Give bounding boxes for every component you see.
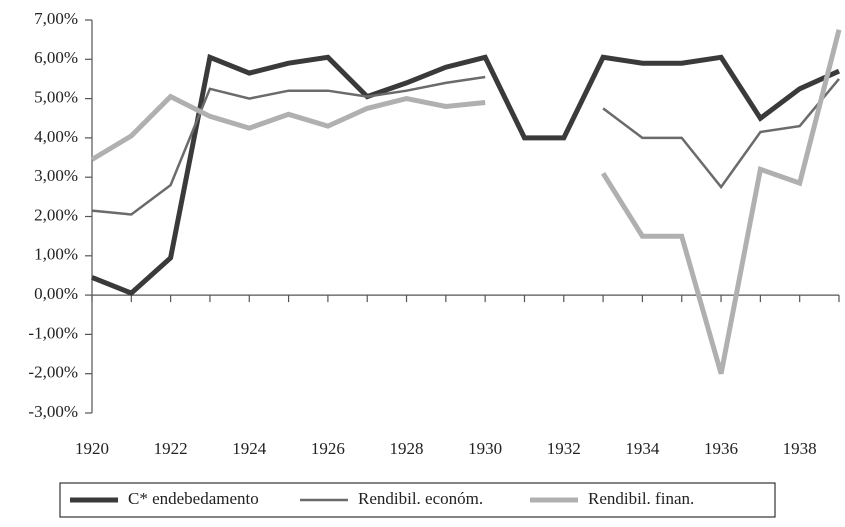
legend: C* endebedamento Rendibil. económ. Rendibi… xyxy=(59,482,776,518)
legend-label: C* endebedamento xyxy=(128,489,259,508)
y-tick-label: 4,00% xyxy=(34,127,78,146)
series-line xyxy=(91,53,841,296)
x-tick-label: 1924 xyxy=(232,439,267,458)
x-tick-label: 1936 xyxy=(704,439,738,458)
x-tick-label: 1926 xyxy=(311,439,345,458)
x-tick-label: 1938 xyxy=(783,439,817,458)
series-line xyxy=(91,75,840,216)
x-tick-label: 1928 xyxy=(390,439,424,458)
y-tick-label: 0,00% xyxy=(34,284,78,303)
legend-label: Rendibil. económ. xyxy=(358,489,483,508)
x-tick-label: 1920 xyxy=(75,439,109,458)
legend-label: Rendibil. finan. xyxy=(588,489,694,508)
y-tick-label: 5,00% xyxy=(34,88,78,107)
x-tick-label: 1922 xyxy=(154,439,188,458)
y-tick-label: -3,00% xyxy=(28,402,78,421)
series-line xyxy=(90,29,842,375)
x-tick-label: 1934 xyxy=(625,439,660,458)
y-tick-label: -1,00% xyxy=(28,323,78,342)
y-tick-label: 2,00% xyxy=(34,205,78,224)
legend-box xyxy=(59,482,776,518)
x-tick-label: 1930 xyxy=(468,439,502,458)
y-tick-label: -2,00% xyxy=(28,363,78,382)
x-tick-label: 1932 xyxy=(547,439,581,458)
y-tick-label: 1,00% xyxy=(34,245,78,264)
y-tick-label: 3,00% xyxy=(34,166,78,185)
y-tick-label: 6,00% xyxy=(34,48,78,67)
y-tick-label: 7,00% xyxy=(34,9,78,28)
